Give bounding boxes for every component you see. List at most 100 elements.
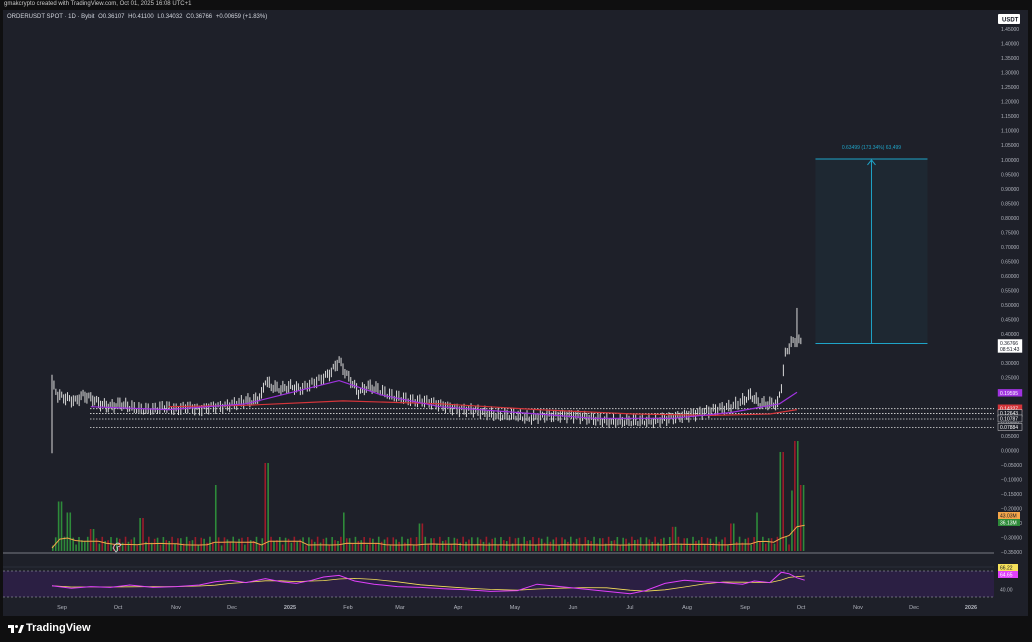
volume-bar [302, 537, 304, 551]
time-axis-label: Dec [909, 605, 919, 611]
volume-bar [244, 544, 246, 551]
volume-bar [663, 537, 665, 551]
volume-bar [456, 538, 459, 551]
volume-bar [788, 544, 790, 551]
price-axis-label: 0.36766 [1000, 341, 1018, 347]
volume-bar [130, 539, 133, 551]
rsi-label-bg [998, 571, 1018, 578]
volume-bar [305, 545, 307, 551]
volume-bar [430, 538, 432, 551]
volume-bar [319, 542, 322, 551]
volume-bar [473, 545, 476, 551]
volume-bar [380, 541, 383, 551]
price-chart[interactable]: 1.45000 1.40000 1.35000 1.30000 1.25000 1.200… [0, 0, 1032, 616]
volume-bar [476, 537, 479, 551]
volume-bar [235, 542, 237, 551]
volume-bar [651, 541, 654, 551]
price-tick-label: 1.15000 [1001, 114, 1019, 120]
volume-bar [750, 544, 752, 551]
volume-bar [238, 538, 240, 551]
volume-bar [418, 523, 421, 551]
volume-bar [325, 537, 328, 551]
volume-bar [296, 541, 299, 551]
time-axis-label: 2025 [284, 605, 296, 611]
price-tick-label: 1.30000 [1001, 71, 1019, 77]
volume-bar [127, 541, 130, 551]
chart-panel[interactable] [3, 10, 1028, 616]
volume-bar [398, 541, 400, 551]
price-axis-label-bg [997, 339, 1023, 353]
volume-bar [136, 545, 138, 551]
rsi-level-label: 40.00 [1000, 588, 1013, 594]
volume-bar [404, 542, 406, 551]
price-tick-label: 1.35000 [1001, 56, 1019, 62]
volume-bar [459, 542, 461, 551]
tradingview-brand[interactable]: TradingView [26, 622, 91, 634]
volume-bar [471, 537, 473, 551]
symbol-legend[interactable]: ORDERUSDT SPOT · 1D · Bybit O0.36107 H0.… [7, 14, 269, 20]
measure-arrow-head [867, 159, 876, 166]
volume-bar [634, 540, 636, 551]
volume-bar [703, 544, 706, 551]
price-tick-label: −0.30000 [1001, 535, 1022, 541]
author-byline: gmakcrypto created with TradingView.com,… [4, 1, 192, 7]
price-tick-label: 0.95000 [1001, 172, 1019, 178]
volume-bar [401, 536, 403, 551]
volume-bar [392, 537, 395, 551]
time-axis-label: Mar [395, 605, 405, 611]
time-axis-label: Jun [569, 605, 578, 611]
volume-bar [764, 543, 767, 551]
price-tick-label: −0.35000 [1001, 550, 1022, 556]
volume-bar [555, 537, 558, 551]
volume-bar [607, 536, 610, 551]
price-tick-label: 1.25000 [1001, 85, 1019, 91]
volume-bar [156, 537, 159, 551]
price-tick-label: 0.10000 [1001, 419, 1019, 425]
volume-bar [654, 536, 656, 551]
volume-bar [500, 537, 502, 551]
volume-bar [197, 544, 200, 551]
volume-bar [124, 536, 127, 551]
volume-bar [223, 537, 226, 551]
price-tick-label: −0.20000 [1001, 506, 1022, 512]
volume-bar [762, 536, 764, 551]
rsi-ma-label: 64.65 [1000, 573, 1013, 579]
symbol-name[interactable]: ORDERUSDT SPOT · 1D · Bybit [7, 14, 95, 20]
volume-bar [767, 538, 770, 551]
price-tick-label: −0.15000 [1001, 492, 1022, 498]
volume-bar [334, 540, 336, 551]
volume-bar [508, 536, 511, 551]
volume-bar [505, 541, 508, 551]
volume-bar [72, 537, 74, 551]
volume-bar [328, 544, 331, 551]
volume-bar [796, 441, 799, 551]
volume-bar [497, 544, 499, 551]
volume-bar [386, 537, 389, 551]
volume-bar [657, 542, 659, 551]
volume-bar [590, 541, 592, 551]
price-tick-label: 0.70000 [1001, 245, 1019, 251]
volume-bar [668, 537, 671, 551]
volume-bar [596, 543, 598, 551]
volume-bar [188, 540, 191, 551]
volume-bar [78, 537, 80, 551]
volume-bar [278, 537, 281, 551]
volume-bar [535, 544, 537, 551]
volume-bar [616, 537, 619, 551]
volume-bar [610, 540, 613, 551]
volume-bar [593, 536, 595, 551]
volume-bar [165, 540, 168, 551]
price-tick-label: 0.75000 [1001, 230, 1019, 236]
volume-bar [631, 536, 633, 551]
volume-bar [284, 537, 287, 551]
volume-bar [345, 538, 348, 551]
volume-bar [162, 537, 165, 551]
volume-bar [150, 542, 153, 551]
volume-bar [791, 490, 793, 551]
volume-bar [450, 544, 453, 551]
volume-bar [622, 537, 624, 551]
volume-bar [104, 540, 106, 551]
tradingview-logo-icon[interactable] [8, 623, 24, 635]
volume-bar [66, 512, 69, 551]
price-axis-label-bg [997, 423, 1023, 431]
